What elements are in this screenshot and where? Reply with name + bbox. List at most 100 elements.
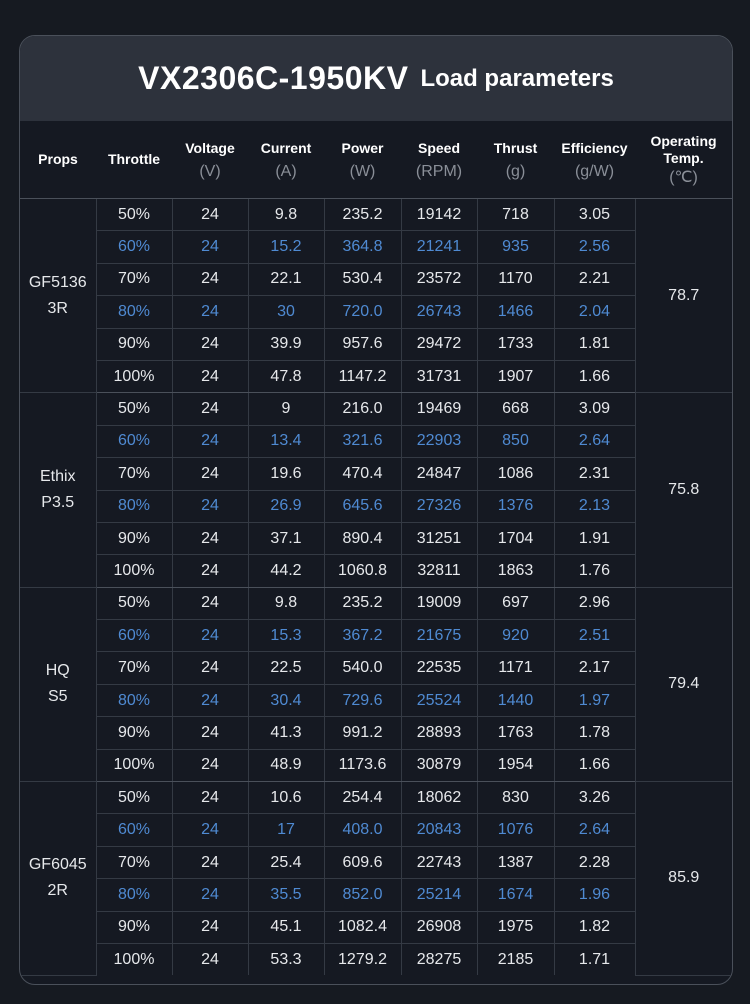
table-row: 60% 24 17 408.0 20843 1076 2.64 bbox=[20, 813, 732, 847]
efficiency-cell: 2.56 bbox=[553, 230, 635, 264]
voltage-cell: 24 bbox=[171, 911, 248, 944]
thrust-cell: 1387 bbox=[476, 846, 554, 880]
throttle-cell: 90% bbox=[95, 522, 172, 556]
thrust-cell: 935 bbox=[476, 230, 554, 264]
voltage-cell: 24 bbox=[171, 587, 248, 621]
efficiency-cell: 1.81 bbox=[553, 328, 635, 361]
prop-name-line1: Ethix bbox=[39, 468, 76, 486]
power-cell: 957.6 bbox=[323, 328, 401, 361]
thrust-cell: 1733 bbox=[476, 328, 554, 361]
voltage-cell: 24 bbox=[171, 651, 248, 685]
power-cell: 609.6 bbox=[323, 846, 401, 880]
table-row: 60% 24 15.3 367.2 21675 920 2.51 bbox=[20, 619, 732, 653]
efficiency-cell: 3.05 bbox=[553, 198, 635, 232]
prop-name-line2: 2R bbox=[47, 882, 68, 900]
load-parameters-card: VX2306C-1950KV Load parameters Props Thr… bbox=[19, 35, 733, 985]
speed-cell: 18062 bbox=[400, 781, 477, 815]
header-efficiency: Efficiency (g/W) bbox=[554, 121, 635, 199]
table-row: 80% 24 30.4 729.6 25524 1440 1.97 bbox=[20, 684, 732, 718]
thrust-cell: 1076 bbox=[476, 813, 554, 847]
speed-cell: 30879 bbox=[400, 749, 477, 783]
speed-cell: 24847 bbox=[400, 457, 477, 491]
voltage-cell: 24 bbox=[171, 198, 248, 232]
prop-name-cell: HQ S5 bbox=[20, 587, 96, 783]
throttle-cell: 100% bbox=[95, 749, 172, 783]
header-voltage: Voltage (V) bbox=[172, 121, 248, 199]
speed-cell: 27326 bbox=[400, 490, 477, 523]
prop-name-cell: GF6045 2R bbox=[20, 781, 96, 976]
operating-temp-cell: 85.9 bbox=[634, 781, 732, 976]
voltage-cell: 24 bbox=[171, 813, 248, 847]
thrust-cell: 1763 bbox=[476, 716, 554, 750]
prop-name-cell: GF5136 3R bbox=[20, 198, 96, 394]
current-cell: 17 bbox=[247, 813, 324, 847]
voltage-cell: 24 bbox=[171, 360, 248, 394]
throttle-cell: 60% bbox=[95, 813, 172, 847]
current-cell: 41.3 bbox=[247, 716, 324, 750]
throttle-cell: 80% bbox=[95, 684, 172, 718]
speed-cell: 22535 bbox=[400, 651, 477, 685]
voltage-cell: 24 bbox=[171, 490, 248, 523]
voltage-cell: 24 bbox=[171, 295, 248, 329]
table-row: 60% 24 13.4 321.6 22903 850 2.64 bbox=[20, 425, 732, 459]
prop-name-line2: S5 bbox=[47, 688, 68, 706]
header-row: Props Throttle Voltage (V) Current (A) Pow… bbox=[20, 121, 732, 199]
speed-cell: 25524 bbox=[400, 684, 477, 718]
speed-cell: 26908 bbox=[400, 911, 477, 944]
header-thrust: Thrust (g) bbox=[477, 121, 554, 199]
current-cell: 15.2 bbox=[247, 230, 324, 264]
efficiency-cell: 1.97 bbox=[553, 684, 635, 718]
speed-cell: 26743 bbox=[400, 295, 477, 329]
speed-cell: 19009 bbox=[400, 587, 477, 621]
throttle-cell: 50% bbox=[95, 781, 172, 815]
thrust-cell: 1704 bbox=[476, 522, 554, 556]
speed-cell: 28275 bbox=[400, 943, 477, 976]
power-cell: 364.8 bbox=[323, 230, 401, 264]
voltage-cell: 24 bbox=[171, 781, 248, 815]
thrust-cell: 1907 bbox=[476, 360, 554, 394]
power-cell: 729.6 bbox=[323, 684, 401, 718]
header-operating-temp: Operating Temp. (℃) bbox=[635, 121, 732, 199]
power-cell: 235.2 bbox=[323, 198, 401, 232]
speed-cell: 20843 bbox=[400, 813, 477, 847]
efficiency-cell: 1.78 bbox=[553, 716, 635, 750]
efficiency-cell: 2.96 bbox=[553, 587, 635, 621]
current-cell: 48.9 bbox=[247, 749, 324, 783]
motor-model-title: VX2306C-1950KV bbox=[138, 60, 409, 96]
efficiency-cell: 2.13 bbox=[553, 490, 635, 523]
power-cell: 1173.6 bbox=[323, 749, 401, 783]
efficiency-cell: 2.21 bbox=[553, 263, 635, 297]
throttle-cell: 90% bbox=[95, 911, 172, 944]
efficiency-cell: 2.17 bbox=[553, 651, 635, 685]
table-row: 70% 24 19.6 470.4 24847 1086 2.31 bbox=[20, 457, 732, 491]
power-cell: 720.0 bbox=[323, 295, 401, 329]
speed-cell: 32811 bbox=[400, 554, 477, 588]
throttle-cell: 70% bbox=[95, 651, 172, 685]
power-cell: 852.0 bbox=[323, 878, 401, 912]
current-cell: 45.1 bbox=[247, 911, 324, 944]
throttle-cell: 100% bbox=[95, 360, 172, 394]
voltage-cell: 24 bbox=[171, 684, 248, 718]
speed-cell: 29472 bbox=[400, 328, 477, 361]
efficiency-cell: 2.31 bbox=[553, 457, 635, 491]
thrust-cell: 1440 bbox=[476, 684, 554, 718]
current-cell: 13.4 bbox=[247, 425, 324, 459]
current-cell: 35.5 bbox=[247, 878, 324, 912]
voltage-cell: 24 bbox=[171, 263, 248, 297]
prop-name-cell: Ethix P3.5 bbox=[20, 392, 96, 588]
table-row: 90% 24 37.1 890.4 31251 1704 1.91 bbox=[20, 522, 732, 556]
efficiency-cell: 1.96 bbox=[553, 878, 635, 912]
speed-cell: 31251 bbox=[400, 522, 477, 556]
efficiency-cell: 1.82 bbox=[553, 911, 635, 944]
current-cell: 30.4 bbox=[247, 684, 324, 718]
current-cell: 47.8 bbox=[247, 360, 324, 394]
current-cell: 37.1 bbox=[247, 522, 324, 556]
power-cell: 254.4 bbox=[323, 781, 401, 815]
throttle-cell: 60% bbox=[95, 425, 172, 459]
thrust-cell: 1674 bbox=[476, 878, 554, 912]
throttle-cell: 80% bbox=[95, 490, 172, 523]
power-cell: 1147.2 bbox=[323, 360, 401, 394]
thrust-cell: 668 bbox=[476, 392, 554, 426]
table-row: 100% 24 44.2 1060.8 32811 1863 1.76 bbox=[20, 554, 732, 588]
